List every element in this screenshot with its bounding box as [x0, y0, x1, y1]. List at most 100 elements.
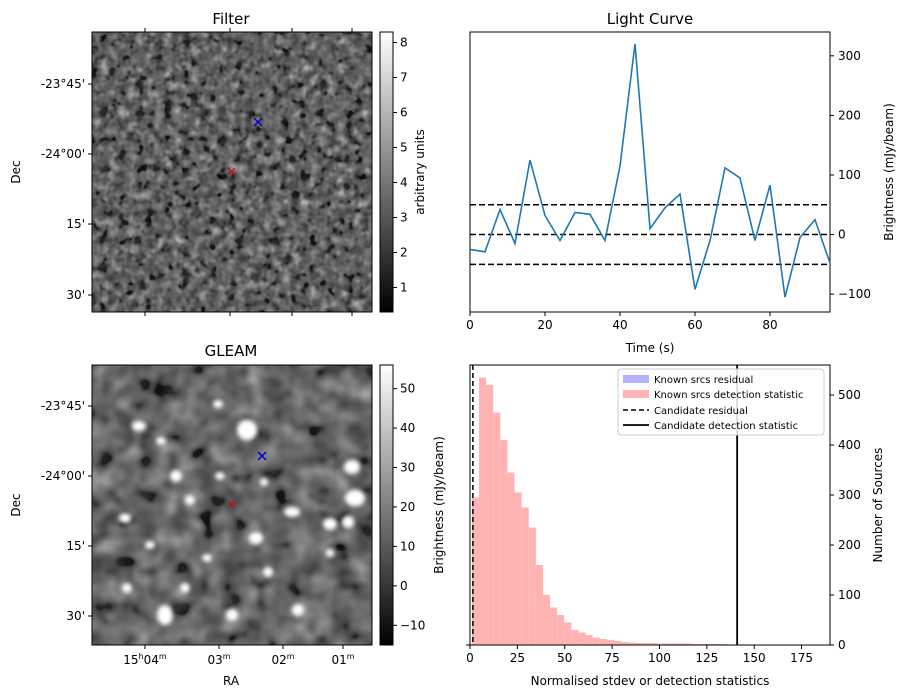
histogram-bar — [592, 637, 600, 645]
histogram-bar — [635, 643, 643, 645]
histogram-xlabel: Normalised stdev or detection statistics — [531, 674, 770, 688]
histogram-left-ylabel: Brightness (mJy/beam) — [432, 436, 446, 574]
gleam-xtick-label: 03m — [207, 652, 230, 667]
gleam-source-blob — [180, 583, 190, 593]
histogram-bar — [557, 615, 565, 645]
gleam-source-blob — [122, 583, 132, 593]
filter-colorbar-tick-label: 2 — [400, 246, 408, 260]
histogram-xtick-label: 75 — [604, 651, 619, 665]
lightcurve-xtick-label: 40 — [612, 318, 627, 332]
histogram-bar — [685, 643, 693, 645]
histogram-ytick-label: 200 — [838, 538, 861, 552]
filter-colorbar-tick-label: 3 — [400, 211, 408, 225]
gleam-source-blob — [263, 567, 273, 577]
histogram-bar — [542, 595, 551, 645]
gleam-ytick-label: 30' — [66, 609, 85, 623]
filter-red-marker — [227, 167, 236, 176]
histogram-bar — [578, 632, 586, 645]
filter-colorbar-tick-label: 6 — [400, 106, 408, 120]
histogram-xtick-label: 150 — [743, 651, 766, 665]
gleam-colorbar-tick-label: 10 — [400, 539, 415, 553]
histogram-bar — [528, 527, 536, 645]
histogram-bar — [571, 630, 579, 645]
gleam-source-blob — [342, 516, 354, 528]
lightcurve-series-line — [469, 43, 831, 298]
histogram-bar — [677, 643, 686, 645]
histogram-bar — [599, 639, 607, 645]
gleam-source-blob — [284, 507, 300, 517]
filter-ytick-label: -24°00' — [41, 147, 85, 161]
histogram-bar — [585, 635, 593, 645]
histogram-xtick-label: 100 — [648, 651, 671, 665]
gleam-xlabel: RA — [223, 674, 240, 688]
lightcurve-panel: Light Curve 0 20 40 60 80 −100 0 100 200 300 Tim… — [466, 10, 896, 355]
gleam-source-blob — [215, 472, 225, 480]
histogram-ytick-label: 300 — [838, 488, 861, 502]
histogram-bar — [521, 507, 529, 645]
histogram-xtick-label: 0 — [466, 651, 474, 665]
gleam-source-blob — [202, 554, 212, 562]
gleam-colorbar-tick-label: 30 — [400, 461, 415, 475]
gleam-colorbar-tick-label: −10 — [400, 618, 425, 632]
gleam-source-blob — [213, 400, 223, 408]
histogram-bar — [535, 565, 543, 645]
gleam-source-blob — [323, 518, 337, 530]
legend-label: Candidate residual — [654, 406, 748, 417]
histogram-bar — [493, 412, 501, 645]
lightcurve-ytick-label: 300 — [838, 49, 861, 63]
gleam-source-blob — [226, 609, 238, 621]
lightcurve-ytick-label: −100 — [838, 287, 871, 301]
legend-swatch-detection — [623, 390, 649, 398]
gleam-source-blob — [260, 478, 268, 486]
histogram-legend: Known srcs residual Known srcs detection… — [617, 368, 825, 436]
gleam-colorbar — [379, 364, 394, 646]
gleam-frame — [91, 364, 373, 646]
filter-colorbar-tick-label: 4 — [400, 176, 408, 190]
filter-title: Filter — [212, 10, 250, 28]
histogram-bar — [649, 643, 657, 645]
histogram-ytick-label: 500 — [838, 388, 861, 402]
gleam-source-blob — [237, 420, 257, 440]
gleam-xtick-label: 01m — [331, 652, 354, 667]
filter-colorbar-tick-label: 7 — [400, 71, 408, 85]
histogram-bar — [564, 622, 572, 645]
gleam-xtick-label: 15h04m — [123, 652, 167, 667]
legend-box — [617, 368, 825, 436]
filter-ylabel: Dec — [9, 160, 23, 183]
histogram-bar — [486, 385, 494, 645]
legend-label: Known srcs residual — [654, 375, 753, 386]
lightcurve-ytick-label: 100 — [838, 168, 861, 182]
filter-ytick-label: -23°45' — [41, 77, 85, 91]
legend-label: Known srcs detection statistic — [654, 390, 803, 401]
gleam-colorbar-tick-label: 20 — [400, 500, 415, 514]
filter-panel: Filter -23°45' -24°00' 15' 30' Dec 1 2 3 4 5… — [9, 10, 427, 316]
gleam-blue-marker — [257, 451, 267, 461]
gleam-red-marker — [227, 500, 236, 509]
gleam-colorbar-tick-label: 40 — [400, 421, 415, 435]
gleam-ytick-label: -23°45' — [41, 399, 85, 413]
gleam-source-blob — [157, 605, 173, 625]
lightcurve-xlabel: Time (s) — [625, 341, 675, 355]
filter-ytick-label: 30' — [66, 288, 85, 302]
lightcurve-ytick-label: 200 — [838, 108, 861, 122]
filter-blue-marker — [253, 117, 263, 127]
histogram-bar — [550, 607, 558, 645]
gleam-source-blob — [170, 470, 182, 482]
gleam-ytick-label: -24°00' — [41, 469, 85, 483]
filter-colorbar — [379, 31, 394, 313]
legend-swatch-residual — [623, 375, 649, 383]
lightcurve-xtick-label: 20 — [537, 318, 552, 332]
filter-colorbar-tick-label: 1 — [400, 281, 408, 295]
gleam-source-blob — [145, 541, 155, 549]
histogram-xtick-label: 25 — [510, 651, 525, 665]
histogram-bar — [621, 642, 629, 645]
histogram-bar — [642, 643, 650, 645]
legend-label: Candidate detection statistic — [654, 421, 798, 432]
gleam-source-blob — [156, 437, 166, 445]
lightcurve-ytick-label: 0 — [838, 228, 846, 242]
histogram-xtick-label: 50 — [557, 651, 572, 665]
histogram-bar — [479, 377, 487, 645]
histogram-bar — [514, 492, 522, 645]
filter-colorbar-label: arbitrary units — [413, 129, 427, 215]
